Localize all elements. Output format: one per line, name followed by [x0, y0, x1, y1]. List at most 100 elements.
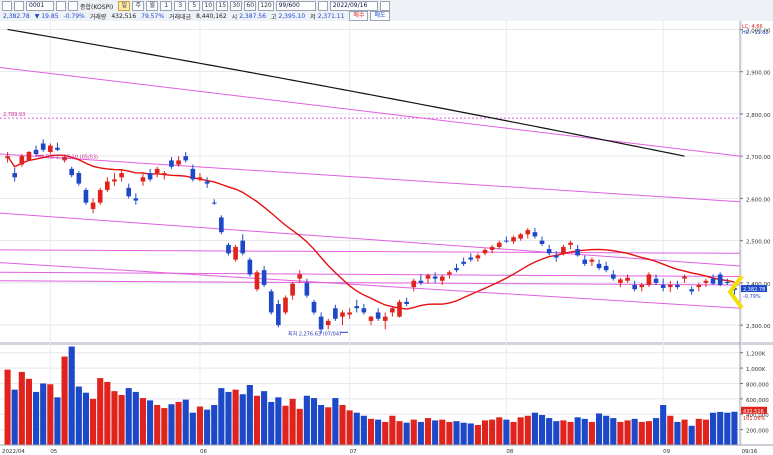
- candle: [304, 278, 310, 298]
- candle-body: [646, 274, 652, 285]
- period-button[interactable]: 5: [188, 1, 201, 11]
- candle-body: [653, 278, 659, 283]
- candle: [596, 259, 602, 271]
- time-label: 06: [200, 449, 207, 455]
- settings-icon[interactable]: [14, 1, 24, 11]
- candle: [69, 166, 75, 178]
- candle: [76, 170, 82, 186]
- candle-body: [425, 275, 431, 279]
- candle-body: [568, 242, 573, 245]
- candle: [724, 278, 730, 285]
- candle: [382, 312, 388, 330]
- period-button[interactable]: 월: [146, 1, 159, 11]
- volume-bar: [481, 420, 489, 445]
- candle: [390, 306, 395, 317]
- volume-bar: [360, 415, 367, 445]
- period-button[interactable]: 15: [216, 1, 229, 11]
- candle: [561, 244, 566, 256]
- period-button[interactable]: 10: [202, 1, 215, 11]
- candle-body: [368, 316, 374, 321]
- low-value: 2,371.11: [317, 12, 345, 20]
- candle-body: [226, 244, 231, 254]
- candle-body: [660, 284, 666, 288]
- period-button[interactable]: 60: [244, 1, 257, 11]
- candle: [632, 280, 637, 292]
- period-button[interactable]: 3: [174, 1, 187, 11]
- candle: [90, 198, 96, 214]
- candle-body: [703, 280, 709, 283]
- envelope-upper-outer: [0, 66, 741, 157]
- volume-bar: [489, 419, 496, 445]
- candle-body: [724, 282, 730, 284]
- candle: [482, 248, 488, 256]
- volume-tick-label: 600,000: [746, 398, 769, 404]
- time-label: 09/16: [742, 449, 758, 455]
- volume-bar: [282, 405, 289, 445]
- calendar-icon[interactable]: [379, 1, 390, 11]
- candle-body: [618, 279, 623, 283]
- candle-body: [190, 168, 196, 180]
- candle-body: [418, 280, 424, 283]
- candle-body: [582, 259, 588, 264]
- candle-body: [69, 168, 75, 176]
- candle: [283, 295, 288, 315]
- candle: [318, 312, 324, 334]
- candle: [105, 177, 110, 193]
- candle-body: [254, 272, 260, 290]
- volume-value: 432,516: [111, 12, 137, 20]
- volume-bar: [560, 420, 567, 445]
- code-input[interactable]: 0001: [26, 1, 54, 11]
- period-button[interactable]: 일: [118, 1, 131, 11]
- chart-area[interactable]: 최고 2,702.10 (05/03) 최저 2,276.63 (07/04) 2,…: [0, 21, 773, 455]
- volume-bar: [510, 421, 517, 445]
- time-label: 09: [663, 449, 670, 455]
- candle-body: [211, 202, 217, 204]
- ma-long-line: [7, 28, 685, 157]
- candle-body: [390, 308, 395, 313]
- candle: [112, 173, 117, 186]
- volume-bar: [538, 415, 546, 445]
- candle-body: [361, 308, 367, 313]
- period-button[interactable]: 120: [258, 1, 274, 11]
- envelope-mid: [0, 212, 741, 267]
- chevron-down-icon[interactable]: [317, 1, 328, 11]
- candle: [532, 227, 538, 239]
- volume-bar: [595, 413, 603, 445]
- period-button[interactable]: 30: [230, 1, 243, 11]
- search-icon[interactable]: [56, 1, 66, 11]
- volume-bar: [204, 409, 211, 445]
- candle-body: [689, 289, 694, 292]
- candle: [33, 145, 39, 157]
- candle: [5, 151, 10, 163]
- candle: [439, 274, 445, 285]
- lock-icon[interactable]: [68, 1, 78, 11]
- candle: [504, 236, 509, 243]
- sell-button[interactable]: 매도: [370, 11, 390, 21]
- cursor-chevron-icon[interactable]: [727, 274, 744, 310]
- volume-tick-label: 800,000: [746, 382, 769, 388]
- menu-icon[interactable]: [2, 1, 12, 11]
- period-button[interactable]: 주: [132, 1, 145, 11]
- candle-body: [717, 274, 723, 285]
- high-value: 2,395.10: [278, 12, 306, 20]
- candle: [603, 261, 609, 273]
- candle-body: [553, 255, 559, 258]
- date-input[interactable]: 2022/09/16: [329, 1, 378, 11]
- count-input[interactable]: 99/600: [275, 1, 316, 11]
- candle-body: [539, 240, 545, 245]
- buy-button[interactable]: 매수: [349, 11, 369, 21]
- period-button[interactable]: 1: [160, 1, 173, 11]
- candle: [268, 289, 274, 315]
- candle: [48, 143, 53, 155]
- candle: [240, 234, 246, 256]
- volume-bar: [75, 386, 82, 445]
- candle-body: [382, 316, 388, 321]
- volume-pct: 79.57%: [141, 12, 165, 20]
- candle-body: [518, 234, 523, 239]
- volume-bar: [588, 421, 595, 445]
- volume-bar: [261, 391, 268, 445]
- ma-short-line: [6, 154, 735, 310]
- candle-body: [276, 303, 281, 326]
- volume-bar: [310, 398, 318, 445]
- price-value: 2,382.78: [3, 12, 30, 20]
